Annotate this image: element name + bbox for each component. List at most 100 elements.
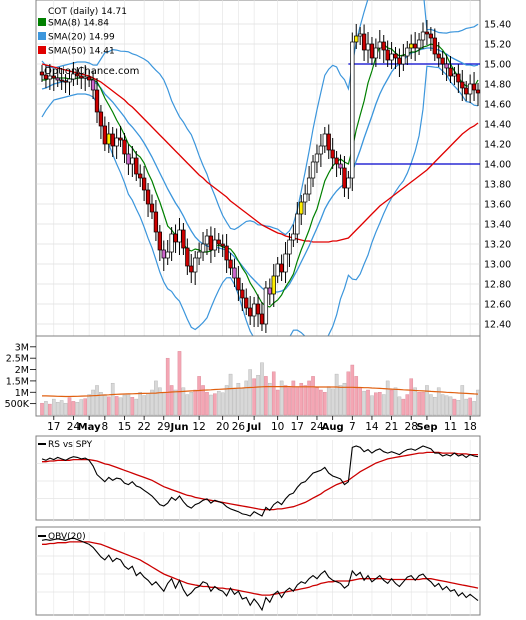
candle-body <box>271 275 276 295</box>
candle-body <box>141 177 147 191</box>
volume-bar <box>158 387 162 416</box>
candle-body <box>98 111 104 127</box>
volume-tick-label: 2M <box>15 365 29 376</box>
volume-tick-label: 1M <box>15 388 29 399</box>
price-legend: COT (daily) 14.71 SMA(8) 14.84 SMA(20) 1… <box>38 7 139 77</box>
volume-bar <box>362 390 366 416</box>
volume-bar <box>460 385 465 416</box>
date-tick-label: 20 <box>216 421 229 433</box>
volume-bar <box>103 394 107 416</box>
candle-body <box>452 73 457 77</box>
candle-body <box>193 257 198 273</box>
volume-bar <box>150 389 154 416</box>
volume-bar <box>236 382 241 416</box>
candle-body <box>236 277 241 291</box>
volume-bar <box>118 397 123 416</box>
volume-bar <box>181 387 186 416</box>
volume-bar <box>193 389 197 416</box>
price-axis-labels: 15.40 15.20 15.00 14.80 14.60 14.40 14.20 14.00… <box>484 20 511 331</box>
candle-body <box>318 145 324 155</box>
volume-bar <box>87 394 91 416</box>
candle-body <box>157 231 162 251</box>
volume-bar <box>378 392 382 416</box>
volume-bar <box>95 385 99 416</box>
rs-panel-frame <box>35 435 481 521</box>
date-tick-label: Aug <box>322 422 344 433</box>
candle-body <box>177 229 182 243</box>
volume-bar <box>75 402 80 416</box>
volume-bar <box>264 376 268 416</box>
candle-body <box>267 287 272 295</box>
candle-body <box>322 133 327 147</box>
date-tick-label: 17 <box>47 421 60 433</box>
candle-body <box>181 229 186 249</box>
volume-bar <box>421 392 425 416</box>
candle-body <box>86 76 92 81</box>
volume-bar <box>232 388 237 416</box>
candlesticks <box>39 20 481 333</box>
price-tick-label: 15.40 <box>484 20 511 31</box>
volume-bar <box>126 393 131 416</box>
candle-body <box>334 157 339 165</box>
candle-body <box>263 287 269 325</box>
volume-bar <box>389 389 394 416</box>
volume-average <box>42 386 479 398</box>
candle-body <box>291 233 296 241</box>
volume-bar <box>110 382 115 416</box>
date-tick-label: 12 <box>192 421 205 433</box>
volume-bar <box>59 400 64 416</box>
price-tick-label: 15.00 <box>484 60 511 71</box>
volume-bar <box>268 382 272 416</box>
volume-bar <box>63 402 68 416</box>
legend-label-sma50: SMA(50) 14.41 <box>48 47 115 57</box>
candle-body <box>338 163 343 169</box>
sma50-line <box>41 63 479 243</box>
volume-tick-label: 500K <box>5 399 30 410</box>
volume-bar <box>197 376 201 416</box>
candle-body <box>416 39 422 49</box>
candle-body <box>358 33 363 37</box>
volume-bar <box>472 401 476 416</box>
volume-bar <box>409 378 414 416</box>
candle-body <box>279 263 284 273</box>
candle-body <box>59 79 64 82</box>
price-tick-label: 12.80 <box>484 280 511 291</box>
candle-body <box>228 259 233 269</box>
volume-bar <box>330 388 335 416</box>
candle-body <box>373 47 379 59</box>
volume-bar <box>429 394 433 416</box>
candle-body <box>440 57 445 65</box>
volume-bar <box>216 390 221 416</box>
candle-body <box>354 35 359 43</box>
panel-value-line <box>41 445 479 517</box>
candle-body <box>420 31 426 41</box>
candle-body <box>208 235 214 251</box>
candle-body <box>134 157 139 175</box>
date-tick-label: Jul <box>246 422 261 433</box>
volume-bar <box>323 392 327 416</box>
candle-body <box>90 79 96 91</box>
candle-body <box>212 239 217 251</box>
candle-body <box>342 167 347 189</box>
volume-bar <box>425 385 429 416</box>
price-tick-label: 13.60 <box>484 200 511 211</box>
date-tick-label: 10 <box>271 421 284 433</box>
price-tick-label: 13.80 <box>484 180 511 191</box>
legend-label-sma20: SMA(20) 14.99 <box>48 33 115 43</box>
volume-bar <box>169 385 174 416</box>
candle-body <box>75 73 80 77</box>
volume-bar <box>130 397 135 416</box>
volume-bar <box>173 389 178 416</box>
volume-tick-label: 1.5M <box>6 376 29 387</box>
date-tick-label: 24 <box>310 421 324 433</box>
candle-body <box>303 193 308 203</box>
rs-panel-title: RS vs SPY <box>48 440 93 450</box>
candle-body <box>361 33 367 51</box>
candle-body <box>326 133 331 151</box>
volume-bar <box>260 362 264 416</box>
obv-panel-frame <box>35 526 481 616</box>
volume-bar <box>366 389 370 416</box>
obv-grid <box>36 532 480 616</box>
